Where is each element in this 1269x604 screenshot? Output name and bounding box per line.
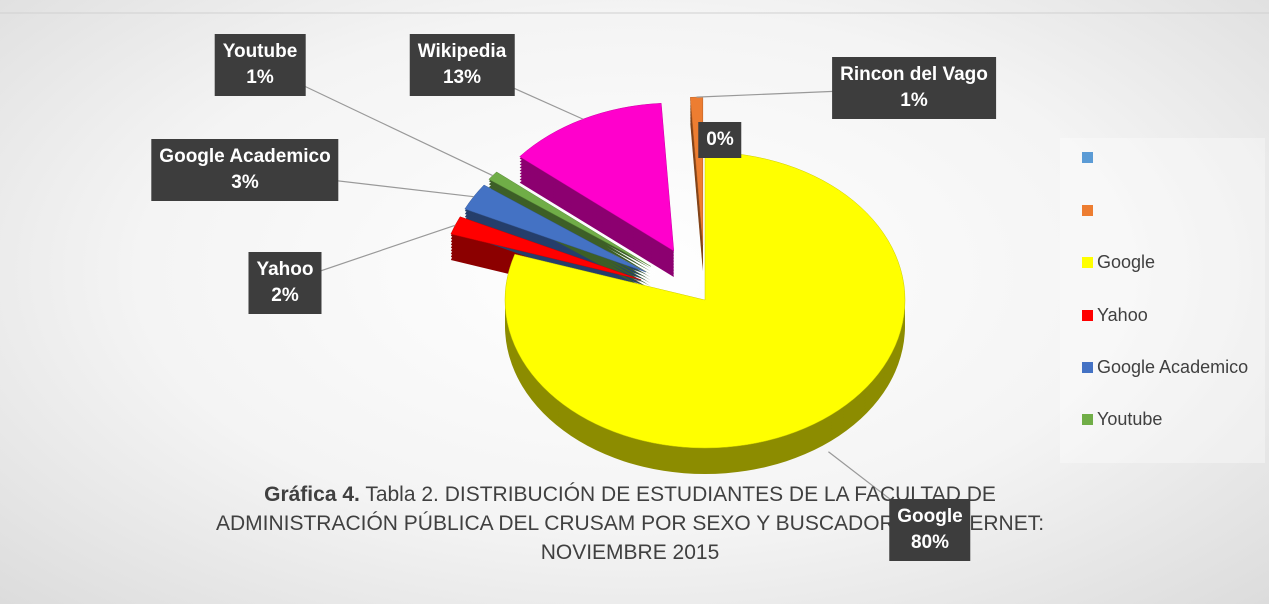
legend-swatch xyxy=(1082,205,1093,216)
slice xyxy=(464,184,646,273)
data-label-name: Wikipedia xyxy=(417,41,507,62)
data-label-name: Yahoo xyxy=(256,259,314,280)
legend-entry: Youtube xyxy=(1082,408,1252,430)
legend-entry: Google xyxy=(1082,251,1252,273)
legend-swatch xyxy=(1082,310,1093,321)
caption-text: Tabla 2. DISTRIBUCIÓN DE ESTUDIANTES DE … xyxy=(215,483,1045,564)
data-label: Wikipedia 13% xyxy=(409,34,515,96)
legend-entry xyxy=(1082,199,1252,221)
slice xyxy=(690,96,704,246)
data-label: 0% xyxy=(698,122,742,158)
legend-entry xyxy=(1082,146,1252,168)
data-label-value: 0% xyxy=(706,129,734,150)
data-label-value: 80% xyxy=(910,532,950,553)
legend-label: Youtube xyxy=(1097,409,1163,429)
legend-swatch xyxy=(1082,414,1093,425)
legend-swatch xyxy=(1082,362,1093,373)
data-label-value: 3% xyxy=(231,172,259,193)
data-label: Rincon del Vago 1% xyxy=(832,57,996,119)
data-label: Google Academico 3% xyxy=(151,139,339,201)
caption-label: Gráfica 4. xyxy=(264,483,360,506)
data-label-name: Youtube xyxy=(222,41,298,62)
legend-swatch xyxy=(1082,152,1093,163)
slice xyxy=(504,151,906,449)
caption: Gráfica 4. Tabla 2. DISTRIBUCIÓN DE ESTU… xyxy=(190,480,1070,567)
data-label-value: 2% xyxy=(271,285,299,306)
legend-entry: Google Academico xyxy=(1082,356,1252,378)
data-label-name: Google xyxy=(897,506,963,527)
data-label: Google 80% xyxy=(889,499,971,561)
legend-label: Google xyxy=(1097,252,1156,272)
data-label-value: 13% xyxy=(442,67,482,88)
data-label-value: 1% xyxy=(246,67,274,88)
data-label-value: 1% xyxy=(900,90,928,111)
data-label-name: Google Academico xyxy=(159,146,331,167)
legend-entry: Yahoo xyxy=(1082,304,1252,326)
legend-label: Google Academico xyxy=(1097,357,1249,377)
data-label-name: Rincon del Vago xyxy=(840,64,988,85)
data-label: Youtube 1% xyxy=(214,34,306,96)
legend-label: Yahoo xyxy=(1097,305,1148,325)
data-label: Yahoo 2% xyxy=(248,252,322,314)
legend-swatch xyxy=(1082,257,1093,268)
legend: Google Yahoo Google Academico Youtube xyxy=(1060,138,1265,463)
